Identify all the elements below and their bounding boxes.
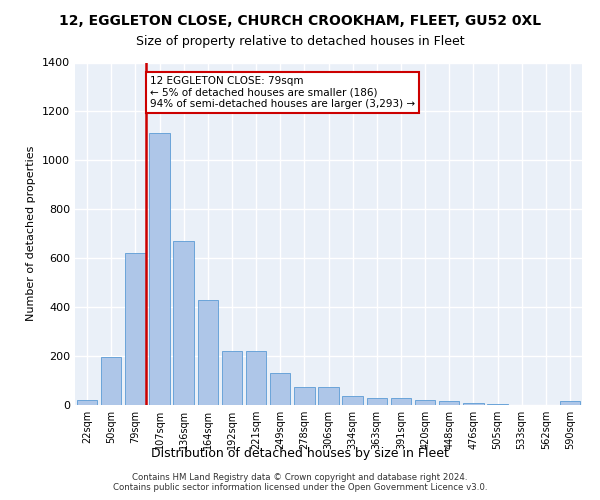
Bar <box>415 400 436 405</box>
Bar <box>343 396 363 405</box>
Text: Contains HM Land Registry data © Crown copyright and database right 2024.
Contai: Contains HM Land Registry data © Crown c… <box>113 473 487 492</box>
Bar <box>101 358 121 405</box>
Bar <box>221 351 242 405</box>
Text: Distribution of detached houses by size in Fleet: Distribution of detached houses by size … <box>151 448 449 460</box>
Bar <box>318 386 339 405</box>
Bar <box>294 386 314 405</box>
Bar <box>173 241 194 405</box>
Bar <box>125 254 146 405</box>
Bar <box>439 402 460 405</box>
Bar <box>487 404 508 405</box>
Bar <box>77 400 97 405</box>
Y-axis label: Number of detached properties: Number of detached properties <box>26 146 37 322</box>
Bar <box>463 402 484 405</box>
Bar <box>197 300 218 405</box>
Text: 12, EGGLETON CLOSE, CHURCH CROOKHAM, FLEET, GU52 0XL: 12, EGGLETON CLOSE, CHURCH CROOKHAM, FLE… <box>59 14 541 28</box>
Text: Size of property relative to detached houses in Fleet: Size of property relative to detached ho… <box>136 35 464 48</box>
Text: 12 EGGLETON CLOSE: 79sqm
← 5% of detached houses are smaller (186)
94% of semi-d: 12 EGGLETON CLOSE: 79sqm ← 5% of detache… <box>150 76 415 109</box>
Bar <box>246 351 266 405</box>
Bar <box>270 373 290 405</box>
Bar <box>560 402 580 405</box>
Bar <box>149 134 170 405</box>
Bar <box>367 398 387 405</box>
Bar <box>391 398 411 405</box>
